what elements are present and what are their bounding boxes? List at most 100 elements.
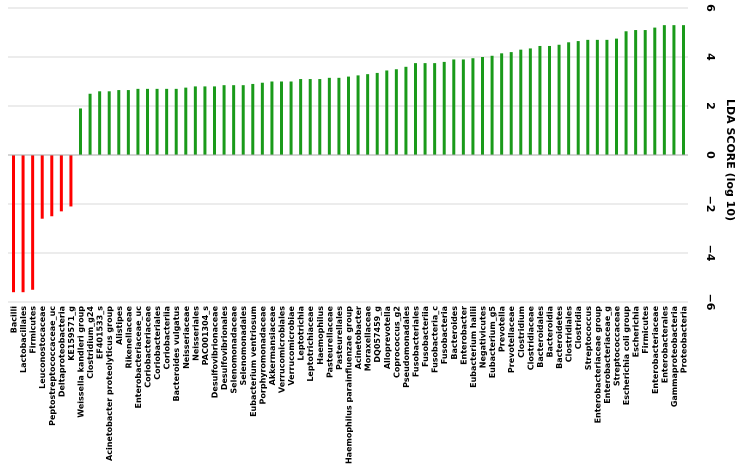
- category-label-19: Neisseriales: [191, 306, 200, 361]
- category-label-31: Leptotrichiaceae: [306, 305, 315, 381]
- category-label-70: Proteobacteria: [680, 306, 689, 373]
- bar-20: [203, 86, 207, 155]
- category-label-69: Gammaproteobacteria: [670, 306, 679, 407]
- category-label-57: Bacteroidetes: [555, 306, 564, 369]
- bar-16: [165, 88, 169, 155]
- category-label-66: Firmicutes: [641, 306, 650, 354]
- bar-32: [318, 79, 322, 155]
- category-label-3: Leuconostocaceae: [38, 305, 47, 388]
- category-label-7: Weissella kandleri group: [77, 306, 86, 418]
- bar-33: [327, 77, 331, 155]
- bar-63: [615, 38, 618, 155]
- bar-8: [88, 93, 92, 155]
- category-label-68: Enterobacterales: [660, 306, 669, 383]
- category-label-18: Neisseriaceae: [182, 305, 191, 368]
- category-label-14: Coriobacteriaceae: [144, 305, 153, 387]
- y-axis-ticks: 6 4 2 0 −2 −4 −6: [704, 4, 717, 311]
- bar-21: [213, 86, 216, 155]
- category-label-27: Akkermansiaceae: [268, 305, 277, 385]
- bar-12: [126, 90, 130, 155]
- category-label-2: Firmicutes: [29, 306, 38, 354]
- y-tick-label-6: −6: [704, 294, 717, 311]
- category-label-38: DQ057459_g: [373, 306, 382, 363]
- category-labels: Bacilli Lactobacillales Firmicutes Leuconos…: [10, 305, 689, 464]
- category-label-8: Clostridium_g24: [86, 306, 95, 379]
- category-label-44: Fusobacteria_c: [431, 306, 440, 373]
- bar-42: [414, 63, 417, 155]
- bar-46: [452, 59, 456, 156]
- category-label-16: Coriobacteriia: [163, 306, 172, 370]
- bar-36: [356, 75, 360, 155]
- bar-6: [69, 155, 73, 207]
- bar-54: [528, 48, 532, 155]
- bar-62: [605, 39, 609, 155]
- bar-68: [662, 25, 666, 156]
- category-label-62: Enterobacteriaceae_g: [603, 306, 612, 404]
- category-label-9: EF401533_s: [96, 306, 105, 359]
- bar-34: [337, 77, 341, 155]
- bar-9: [98, 91, 102, 155]
- bar-30: [299, 79, 303, 155]
- category-label-21: Desulfovibrionaceae: [211, 305, 220, 398]
- y-axis-title: LDA SCORE (log 10): [724, 99, 737, 221]
- category-label-32: Haemophilus: [316, 306, 325, 365]
- category-label-39: Alloprevotella: [383, 306, 392, 369]
- category-label-59: Clostridia: [574, 306, 583, 349]
- category-label-28: Verrucomicrobiales: [278, 306, 287, 393]
- category-label-1: Lactobacillales: [19, 306, 28, 373]
- bar-25: [251, 83, 255, 155]
- bar-55: [538, 45, 542, 155]
- y-tick-label-3: 0: [704, 151, 717, 159]
- category-label-43: Fusobacteriia: [421, 306, 430, 367]
- bar-49: [481, 57, 484, 155]
- bar-66: [643, 30, 647, 155]
- category-label-15: Coriobacteriales: [153, 306, 162, 380]
- category-label-20: PAC001304_s: [201, 306, 210, 366]
- category-label-13: Enterobacteriaceae_uc: [134, 306, 143, 409]
- bar-69: [672, 25, 676, 156]
- category-label-30: Leptotrichia: [297, 306, 306, 361]
- bar-53: [519, 49, 523, 155]
- category-label-37: Moraxellaceae: [364, 305, 373, 371]
- category-label-12: Rikenellaceae: [124, 305, 133, 368]
- bar-48: [471, 58, 475, 155]
- category-label-5: Deltaproteobacteria: [57, 306, 66, 397]
- category-label-52: Prevotellaceae: [507, 305, 516, 373]
- bars-group: [12, 25, 685, 293]
- category-label-10: Acinetobacter proteolyticus group: [105, 306, 114, 461]
- category-label-50: Eubacterium_g5: [488, 306, 497, 379]
- category-label-35: Haemophilus parainfluenzae group: [345, 306, 354, 464]
- category-label-58: Clostridiales: [565, 306, 574, 362]
- bar-14: [146, 88, 149, 155]
- category-label-0: Bacilli: [10, 306, 19, 333]
- category-label-34: Pasteurellales: [335, 306, 344, 370]
- category-label-26: Porphyromonadaceae: [258, 305, 267, 404]
- category-label-51: Prevotella: [498, 306, 507, 352]
- category-label-65: Escherichia: [632, 306, 641, 357]
- bar-13: [136, 88, 140, 155]
- bar-51: [500, 53, 504, 156]
- bar-10: [107, 91, 111, 155]
- y-tick-label-2: 2: [704, 102, 717, 110]
- bar-43: [423, 63, 427, 155]
- bar-37: [366, 74, 370, 155]
- category-label-23: Selenomonadaceae: [230, 305, 239, 393]
- category-label-24: Selenomonadales: [239, 306, 248, 386]
- bar-44: [433, 63, 437, 155]
- bar-60: [586, 39, 590, 155]
- bar-0: [12, 155, 15, 293]
- bar-4: [50, 155, 54, 217]
- bar-19: [193, 86, 197, 155]
- category-label-33: Pasteurellaceae: [325, 305, 334, 378]
- category-label-48: Eubacterium hallii: [469, 306, 478, 388]
- bar-58: [567, 42, 571, 155]
- bar-17: [174, 88, 178, 155]
- category-label-17: Bacteroides vulgatus: [172, 306, 181, 402]
- category-label-56: Bacteroidia: [546, 306, 555, 358]
- bar-38: [375, 72, 379, 155]
- y-tick-label-1: 4: [704, 53, 717, 61]
- bar-3: [40, 155, 44, 219]
- category-label-53: Clostridium: [517, 306, 526, 358]
- bar-70: [682, 25, 685, 156]
